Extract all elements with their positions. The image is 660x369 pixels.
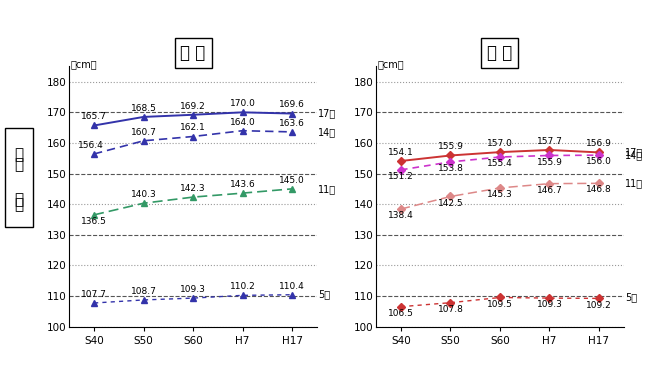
Text: 153.8: 153.8 [438,164,463,173]
Text: 155.9: 155.9 [537,158,562,166]
Text: 146.8: 146.8 [586,186,612,194]
Text: 身: 身 [15,147,24,162]
Text: 142.5: 142.5 [438,199,463,208]
Text: 17歳: 17歳 [317,108,336,118]
Text: 151.2: 151.2 [388,172,414,181]
Text: 143.6: 143.6 [230,180,255,189]
Text: 155.9: 155.9 [438,142,463,151]
Text: 142.3: 142.3 [180,184,206,193]
Text: 157.0: 157.0 [487,139,513,148]
Text: 17歳: 17歳 [624,148,643,158]
Text: 156.4: 156.4 [79,141,104,150]
Text: 162.1: 162.1 [180,123,206,132]
Text: 164.0: 164.0 [230,117,255,127]
Text: 163.6: 163.6 [279,119,305,128]
Text: 138.4: 138.4 [388,211,414,220]
Text: 110.2: 110.2 [230,282,255,291]
Text: 170.0: 170.0 [230,99,255,108]
Text: 107.8: 107.8 [438,305,463,314]
Text: 108.7: 108.7 [131,287,156,296]
Text: 110.4: 110.4 [279,282,305,290]
Text: 109.3: 109.3 [537,300,562,309]
Text: 109.2: 109.2 [586,300,612,310]
Text: 154.1: 154.1 [388,148,414,157]
Text: （cm）: （cm） [70,59,97,69]
Text: 146.7: 146.7 [537,186,562,195]
Text: 5歳: 5歳 [624,293,637,303]
Text: 157.7: 157.7 [537,137,562,146]
Text: 156.0: 156.0 [586,157,612,166]
Text: 155.4: 155.4 [487,159,513,168]
Text: 169.6: 169.6 [279,100,305,109]
Text: 身: 身 [14,157,23,172]
Text: 140.3: 140.3 [131,190,156,199]
Text: 14歳: 14歳 [624,150,643,160]
Text: （cm）: （cm） [378,59,404,69]
Text: 107.7: 107.7 [81,290,107,299]
Text: 160.7: 160.7 [131,128,156,137]
Text: 106.5: 106.5 [388,309,414,318]
Title: 女 子: 女 子 [487,44,513,62]
Text: 11歳: 11歳 [624,178,643,188]
Text: 145.0: 145.0 [279,176,305,184]
Text: 109.5: 109.5 [487,300,513,308]
Text: 165.7: 165.7 [81,112,107,121]
Text: 156.9: 156.9 [586,139,612,148]
Text: 11歳: 11歳 [317,184,336,194]
Text: 145.3: 145.3 [487,190,513,199]
Text: 169.2: 169.2 [180,101,206,111]
Text: 長: 長 [14,197,23,212]
Text: 136.5: 136.5 [81,217,107,226]
Text: 5歳: 5歳 [317,289,330,299]
Text: 長: 長 [15,192,24,207]
Text: 14歳: 14歳 [317,127,336,137]
Text: 109.3: 109.3 [180,285,206,294]
Title: 男 子: 男 子 [180,44,206,62]
Text: 168.5: 168.5 [131,104,156,113]
